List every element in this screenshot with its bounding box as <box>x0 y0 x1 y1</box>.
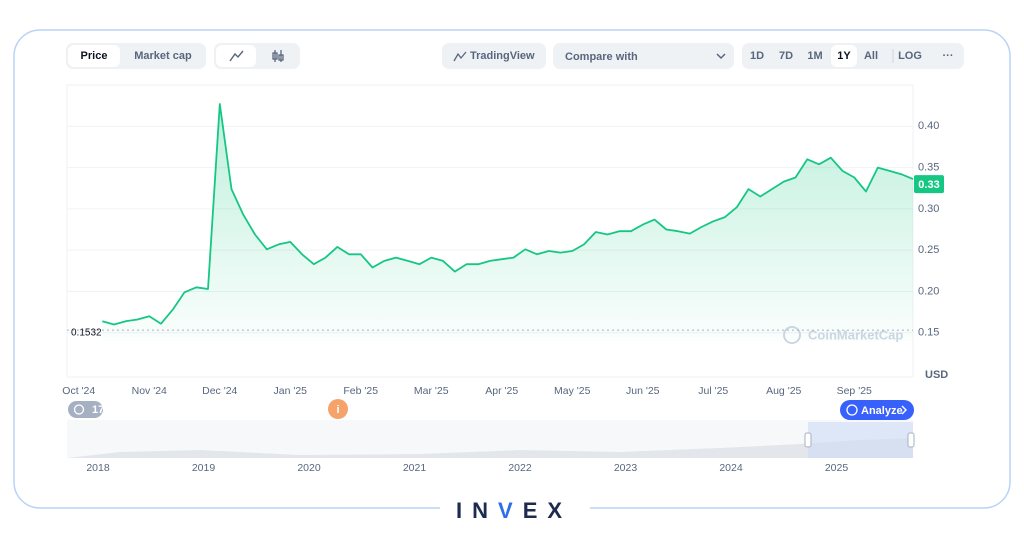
navigator-year: 2023 <box>614 462 638 474</box>
x-tick-label: Jan '25 <box>273 385 307 397</box>
range-button[interactable]: 7D <box>779 50 793 62</box>
navigator-year: 2018 <box>86 462 110 474</box>
range-button[interactable]: LOG <box>898 50 922 62</box>
nav-handle-left[interactable] <box>804 432 812 448</box>
range-button[interactable]: 1Y <box>837 50 851 62</box>
x-tick-label: Dec '24 <box>202 385 237 397</box>
tradingview-label: TradingView <box>470 50 535 62</box>
dropdown-caret <box>716 53 726 60</box>
line-icon[interactable] <box>229 50 244 62</box>
navigator-year: 2019 <box>192 462 216 474</box>
candle-icon[interactable] <box>272 50 284 62</box>
x-tick-label: Feb '25 <box>343 385 378 397</box>
y-tick-label: 0.20 <box>918 285 939 297</box>
tradingview-button[interactable] <box>442 43 546 69</box>
tv-icon <box>453 51 467 62</box>
event-marker[interactable] <box>328 399 348 419</box>
price-line <box>102 103 914 326</box>
logo: INVEX <box>456 498 572 523</box>
range-active-bg <box>831 45 857 67</box>
price-area <box>102 104 914 341</box>
nav-handle-right[interactable] <box>907 432 915 448</box>
range-button[interactable]: 1M <box>807 50 822 62</box>
x-tick-label: Aug '25 <box>766 385 801 397</box>
price-tab-bg <box>68 45 120 67</box>
range-button[interactable]: 1D <box>750 50 764 62</box>
event-marker-icon: i <box>336 404 339 416</box>
current-price-tag <box>914 175 944 194</box>
market-cap-tab[interactable]: Market cap <box>134 50 192 62</box>
navigator-year: 2020 <box>297 462 321 474</box>
reference-label: 0.1532 <box>71 328 102 339</box>
x-tick-label: Mar '25 <box>414 385 449 397</box>
x-tick-label: Apr '25 <box>485 385 518 397</box>
y-tick-label: 0.40 <box>918 120 939 132</box>
y-tick-label: 0.25 <box>918 244 939 256</box>
events-count: 17 <box>92 404 104 416</box>
more-menu[interactable]: ··· <box>943 50 954 62</box>
navigator-area <box>67 438 913 458</box>
analyze-icon <box>846 404 858 416</box>
x-tick-label: Jul '25 <box>698 385 728 397</box>
analyze-label: Analyze <box>861 405 903 417</box>
x-tick-label: Sep '25 <box>837 385 872 397</box>
logo-part: EX <box>523 498 572 523</box>
x-tick-label: Jun '25 <box>626 385 660 397</box>
navigator-year: 2022 <box>508 462 532 474</box>
y-tick-label: 0.30 <box>918 203 939 215</box>
navigator-year: 2025 <box>825 462 849 474</box>
currency-label: USD <box>925 369 948 381</box>
y-tick-label: 0.15 <box>918 327 939 339</box>
analyze-arrow <box>901 405 907 415</box>
compare-dropdown[interactable] <box>553 43 734 69</box>
range-button[interactable]: All <box>864 50 878 62</box>
navigator-year: 2021 <box>403 462 427 474</box>
navigator-selection[interactable] <box>808 422 913 458</box>
current-price-label: 0.33 <box>918 179 939 191</box>
x-tick-label: Nov '24 <box>132 385 167 397</box>
logo-part: IN <box>456 498 498 523</box>
logo-bg <box>440 496 590 526</box>
analyze-button[interactable] <box>840 400 914 420</box>
price-tab[interactable]: Price <box>81 50 108 62</box>
x-tick-label: May '25 <box>554 385 591 397</box>
y-tick-label: 0.35 <box>918 161 939 173</box>
compare-label: Compare with <box>565 51 638 63</box>
navigator-year: 2024 <box>719 462 743 474</box>
clock-icon <box>73 404 85 415</box>
line-type-bg <box>216 45 256 67</box>
logo-part: V <box>498 498 523 523</box>
x-tick-label: Oct '24 <box>62 385 95 397</box>
